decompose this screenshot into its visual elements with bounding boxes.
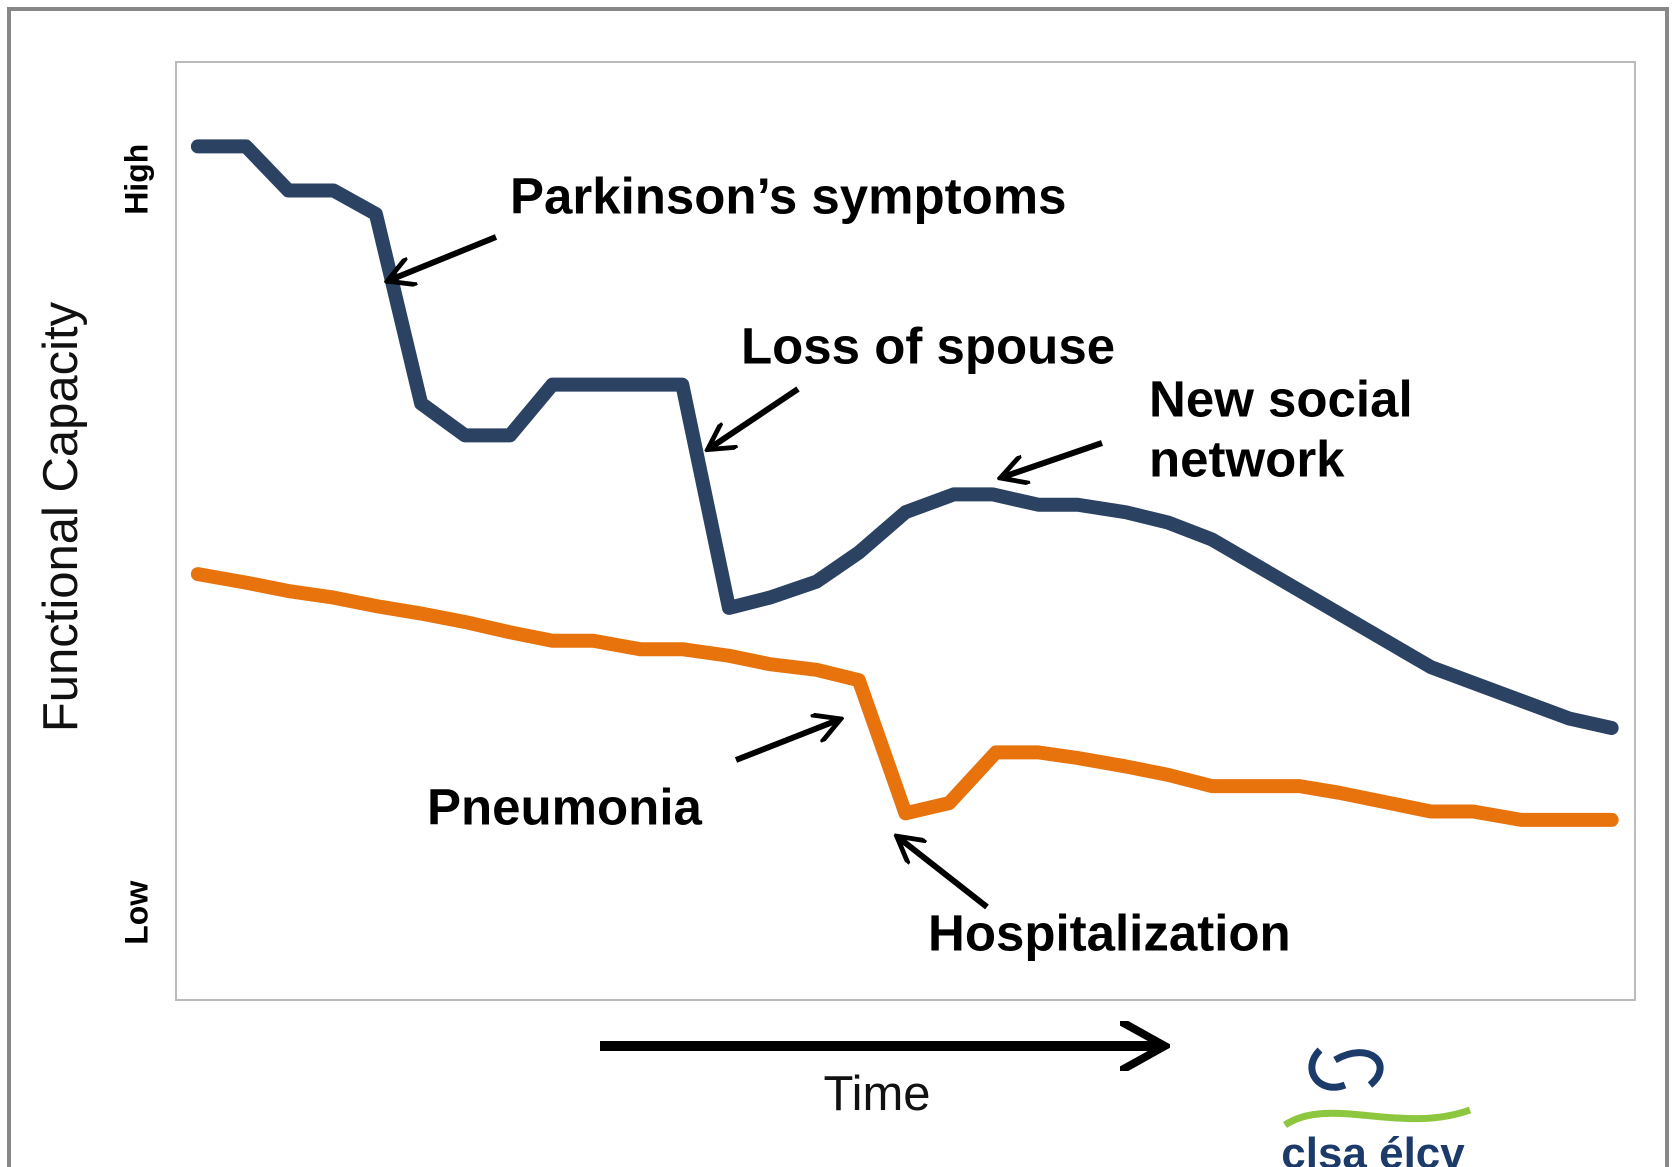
- logo: clsa élcv: [1281, 1047, 1472, 1167]
- annotation-arrow: [1003, 440, 1103, 477]
- annotation-text: Pneumonia: [427, 778, 703, 835]
- frame: [7, 7, 1669, 1167]
- logo-swoosh: [1283, 1106, 1472, 1128]
- logo-text: clsa élcv: [1281, 1129, 1465, 1167]
- y-axis-label: Functional Capacity: [34, 301, 88, 732]
- annotation-text: New social: [1149, 370, 1413, 427]
- y-tick-label: High: [118, 144, 154, 215]
- annotation-text: network: [1149, 430, 1345, 487]
- annotation-text: Loss of spouse: [741, 317, 1115, 374]
- x-axis-label: Time: [823, 1067, 930, 1121]
- y-tick-label: Low: [118, 881, 154, 945]
- annotation-arrow: [734, 720, 838, 763]
- annotation-text: Hospitalization: [928, 904, 1291, 961]
- annotation-text: Parkinson’s symptoms: [510, 167, 1066, 224]
- logo-butterfly: [1308, 1047, 1384, 1091]
- annotation-arrow: [390, 234, 498, 280]
- series-line: [190, 139, 1619, 735]
- annotation-arrow: [899, 838, 989, 910]
- annotation-arrow: [710, 386, 800, 448]
- series-line: [190, 567, 1619, 827]
- plot-area: [175, 61, 1636, 1001]
